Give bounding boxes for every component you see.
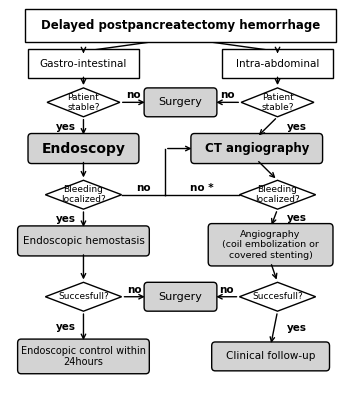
Text: Angiography
(coil embolization or
covered stenting): Angiography (coil embolization or covere…	[222, 230, 319, 260]
FancyBboxPatch shape	[28, 134, 139, 164]
FancyBboxPatch shape	[144, 282, 217, 311]
Text: no *: no *	[190, 183, 214, 193]
Text: CT angiography: CT angiography	[205, 142, 309, 155]
Text: Intra-abdominal: Intra-abdominal	[236, 59, 319, 69]
Text: Succesfull?: Succesfull?	[58, 292, 109, 301]
FancyBboxPatch shape	[208, 224, 333, 266]
Polygon shape	[45, 282, 122, 311]
FancyBboxPatch shape	[18, 226, 149, 256]
Text: Delayed postpancreatectomy hemorrhage: Delayed postpancreatectomy hemorrhage	[41, 19, 320, 32]
Text: Gastro-intestinal: Gastro-intestinal	[40, 59, 127, 69]
Polygon shape	[45, 180, 122, 209]
Polygon shape	[239, 282, 316, 311]
Text: yes: yes	[56, 215, 76, 225]
Text: yes: yes	[56, 322, 76, 332]
Text: Patient
stable?: Patient stable?	[67, 93, 100, 112]
FancyBboxPatch shape	[144, 88, 217, 117]
FancyBboxPatch shape	[25, 9, 336, 42]
Text: no: no	[126, 90, 141, 100]
FancyBboxPatch shape	[191, 134, 323, 164]
Text: Endoscopy: Endoscopy	[42, 142, 125, 156]
Text: Endoscopic hemostasis: Endoscopic hemostasis	[22, 236, 144, 246]
Text: no: no	[220, 90, 235, 100]
Text: Surgery: Surgery	[158, 97, 203, 107]
Text: Endoscopic control within
24hours: Endoscopic control within 24hours	[21, 346, 146, 367]
Polygon shape	[241, 88, 314, 117]
Polygon shape	[47, 88, 120, 117]
Polygon shape	[239, 180, 316, 209]
Text: yes: yes	[287, 213, 306, 223]
FancyBboxPatch shape	[222, 49, 333, 78]
FancyBboxPatch shape	[28, 49, 139, 78]
FancyBboxPatch shape	[18, 339, 149, 374]
Text: Surgery: Surgery	[158, 292, 203, 302]
Text: Clinical follow-up: Clinical follow-up	[226, 351, 315, 361]
Text: Bleeding
localized?: Bleeding localized?	[61, 185, 106, 205]
Text: Succesfull?: Succesfull?	[252, 292, 303, 301]
Text: yes: yes	[56, 122, 76, 132]
Text: yes: yes	[287, 122, 306, 132]
Text: no: no	[136, 183, 151, 193]
Text: Patient
stable?: Patient stable?	[261, 93, 294, 112]
Text: no: no	[127, 285, 142, 295]
Text: yes: yes	[287, 324, 306, 334]
Text: Bleeding
localized?: Bleeding localized?	[255, 185, 300, 205]
FancyBboxPatch shape	[212, 342, 330, 371]
Text: no: no	[219, 285, 234, 295]
